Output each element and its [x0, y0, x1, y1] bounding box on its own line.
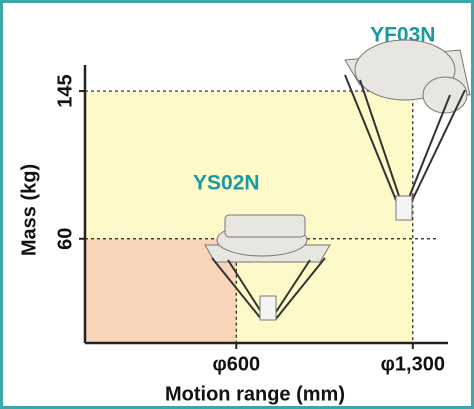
robot-illustrations [204, 39, 471, 321]
y-axis-label: Mass (kg) [18, 164, 40, 256]
small-robot [204, 214, 331, 321]
x-tick-label: φ1,300 [381, 353, 445, 375]
y-tick-label: 60 [54, 228, 76, 250]
x-tick-label: φ600 [212, 353, 260, 375]
series-label: YS02N [193, 171, 260, 194]
x-axis-label: Motion range (mm) [165, 383, 345, 405]
plot-area: 60 145 φ600 φ1,300 [54, 65, 448, 375]
large-robot [344, 39, 471, 221]
y-tick-label: 145 [54, 74, 76, 107]
